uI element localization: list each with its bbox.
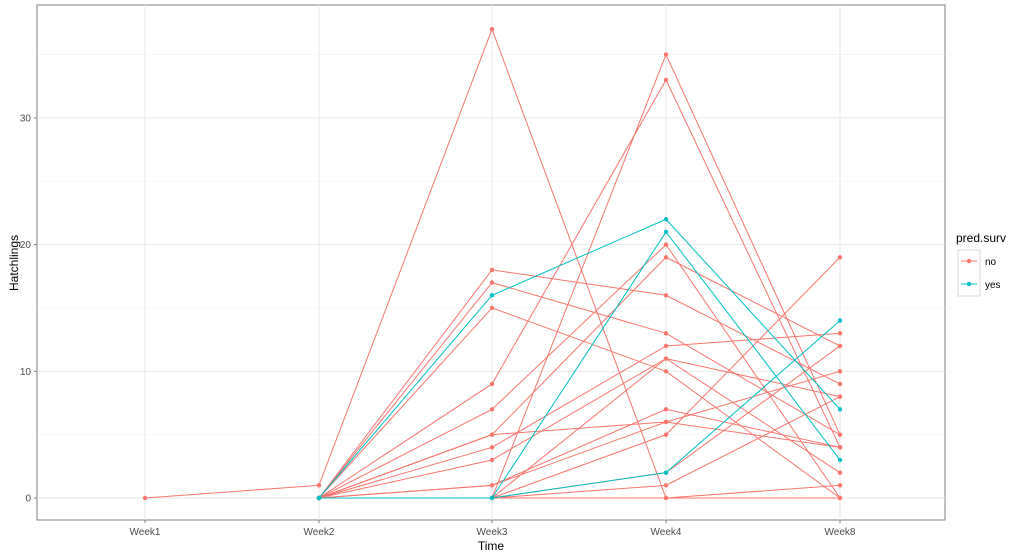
data-point [489, 305, 495, 311]
data-point [663, 229, 669, 235]
series-line [318, 78, 841, 499]
y-tick-label: 0 [25, 494, 31, 505]
y-tick-label: 30 [20, 113, 32, 124]
legend-title: pred.surv [956, 231, 1006, 245]
x-tick-labels: Week1 Week2 Week3 Week4 Week8 [130, 527, 856, 538]
y-tick-label: 20 [20, 240, 32, 251]
series-line [318, 243, 841, 499]
data-point [489, 27, 495, 32]
x-axis-title: Time [478, 539, 505, 553]
data-point [837, 495, 843, 501]
legend-key-point-yes [966, 281, 972, 287]
legend-label-yes: yes [985, 280, 1001, 291]
data-point [837, 331, 843, 336]
data-point [837, 255, 843, 260]
data-point [837, 445, 843, 450]
data-point [489, 293, 495, 298]
data-point [663, 407, 669, 412]
data-point [489, 483, 495, 488]
y-tick-labels: 0 10 20 30 [20, 113, 32, 504]
data-point [663, 369, 669, 374]
data-point [837, 381, 843, 387]
data-point [663, 77, 669, 83]
data-point [663, 419, 669, 425]
data-point [837, 483, 843, 488]
legend-key-point-no [966, 258, 972, 264]
data-point [489, 280, 495, 285]
data-point [663, 483, 669, 488]
data-point [837, 457, 843, 463]
legend-key-box [957, 249, 981, 297]
data-point [316, 495, 322, 501]
data-point [663, 331, 669, 336]
data-point [663, 356, 669, 361]
legend-keys [961, 258, 977, 287]
data-point [489, 407, 495, 412]
series-layer [142, 27, 843, 501]
y-axis-title: Hatchlings [7, 235, 21, 291]
series-line [318, 332, 841, 499]
x-tick-label: Week3 [477, 527, 508, 538]
data-point [489, 495, 495, 501]
data-point [663, 470, 669, 475]
data-point [489, 457, 495, 463]
data-point [663, 293, 669, 298]
data-point [837, 343, 843, 349]
data-point [142, 495, 148, 501]
data-point [489, 267, 495, 273]
series-line [318, 358, 841, 499]
data-point [663, 242, 669, 247]
data-point [837, 470, 843, 475]
data-point [489, 381, 495, 387]
data-point [837, 432, 843, 437]
legend-label-no: no [985, 257, 997, 268]
x-tick-label: Week2 [304, 527, 335, 538]
data-point [837, 318, 843, 323]
data-point [663, 343, 669, 349]
legend: pred.surv no yes [956, 231, 1006, 297]
data-point [489, 432, 495, 437]
data-point [663, 255, 669, 260]
data-point [837, 369, 843, 374]
data-point [663, 432, 669, 437]
data-point [663, 495, 669, 501]
data-point [663, 52, 669, 57]
series-line [318, 218, 841, 499]
data-point [316, 483, 322, 488]
gridlines [34, 5, 945, 523]
data-point [663, 217, 669, 222]
x-tick-label: Week8 [825, 527, 856, 538]
x-tick-label: Week4 [651, 527, 682, 538]
y-tick-label: 10 [20, 367, 32, 378]
x-tick-label: Week1 [130, 527, 161, 538]
data-point [837, 394, 843, 399]
series-line [319, 320, 841, 499]
data-point [837, 407, 843, 412]
data-point [489, 445, 495, 450]
series-line [318, 282, 841, 499]
series-yes [316, 318, 843, 501]
